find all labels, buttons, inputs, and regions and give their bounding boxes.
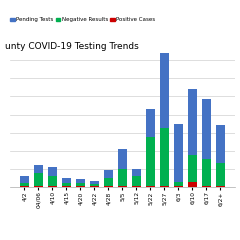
Bar bbox=[48, 167, 57, 176]
Bar bbox=[174, 124, 183, 182]
Bar bbox=[188, 182, 197, 187]
Bar bbox=[146, 137, 155, 186]
Bar bbox=[76, 186, 85, 187]
Bar bbox=[90, 184, 99, 186]
Bar bbox=[174, 186, 183, 187]
Bar bbox=[20, 183, 29, 186]
Bar bbox=[146, 109, 155, 137]
Bar bbox=[216, 163, 225, 186]
Bar bbox=[76, 183, 85, 186]
Bar bbox=[188, 89, 197, 155]
Bar bbox=[104, 186, 113, 187]
Bar bbox=[48, 176, 57, 186]
Bar bbox=[160, 16, 169, 128]
Bar bbox=[202, 99, 211, 159]
Bar bbox=[118, 169, 127, 186]
Bar bbox=[216, 186, 225, 187]
Bar bbox=[132, 169, 141, 176]
Bar bbox=[118, 186, 127, 187]
Text: unty COVID-19 Testing Trends: unty COVID-19 Testing Trends bbox=[5, 42, 139, 51]
Bar bbox=[188, 155, 197, 182]
Bar bbox=[62, 179, 71, 183]
Bar bbox=[48, 186, 57, 187]
Bar bbox=[62, 186, 71, 187]
Bar bbox=[202, 159, 211, 186]
Bar bbox=[62, 183, 71, 186]
Bar bbox=[118, 149, 127, 169]
Bar bbox=[104, 178, 113, 186]
Bar bbox=[76, 179, 85, 183]
Bar bbox=[202, 186, 211, 187]
Bar bbox=[34, 173, 43, 186]
Bar bbox=[20, 186, 29, 187]
Bar bbox=[104, 170, 113, 178]
Bar bbox=[90, 186, 99, 187]
Legend: Pending Tests, Negative Results, Positive Cases: Pending Tests, Negative Results, Positiv… bbox=[8, 15, 158, 25]
Bar bbox=[90, 181, 99, 184]
Bar bbox=[132, 176, 141, 186]
Bar bbox=[34, 165, 43, 173]
Bar bbox=[146, 186, 155, 187]
Bar bbox=[160, 186, 169, 187]
Bar bbox=[160, 128, 169, 186]
Bar bbox=[174, 182, 183, 186]
Bar bbox=[216, 126, 225, 163]
Bar bbox=[132, 186, 141, 187]
Bar bbox=[34, 186, 43, 187]
Bar bbox=[20, 176, 29, 183]
